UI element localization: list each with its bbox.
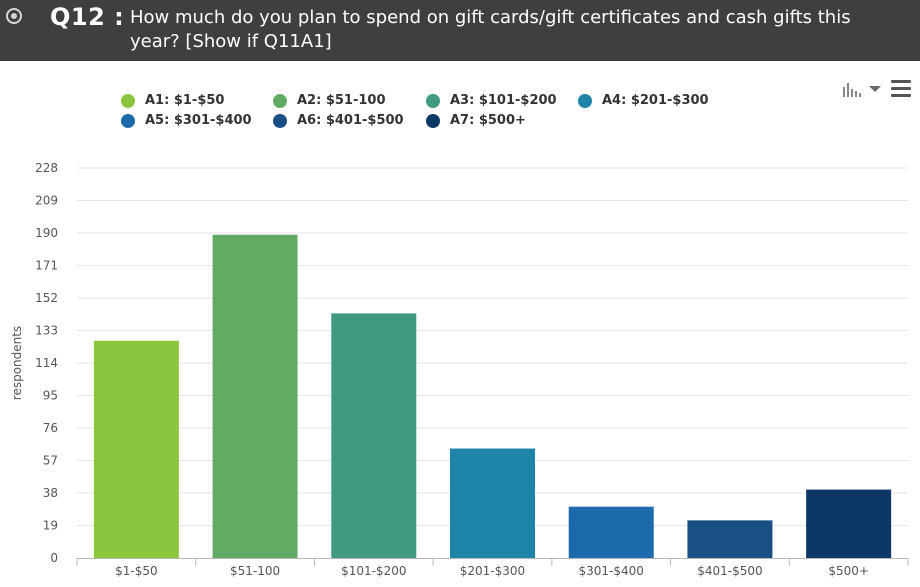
bar (331, 313, 417, 558)
legend-marker (426, 94, 440, 108)
bar (687, 520, 773, 558)
legend-label: A4: $201-$300 (602, 93, 709, 108)
question-header: Q12 : How much do you plan to spend on g… (0, 0, 920, 61)
y-tick-label: 57 (43, 454, 58, 468)
x-tick-label: $1-$50 (115, 564, 158, 578)
legend-label: A5: $301-$400 (145, 113, 252, 128)
legend-marker (121, 114, 135, 128)
y-tick-label: 133 (35, 324, 58, 338)
x-tick-label: $51-100 (230, 564, 280, 578)
y-tick-label: 38 (43, 486, 58, 500)
y-tick-label: 190 (35, 226, 58, 240)
bar (806, 489, 892, 558)
x-tick-label: $201-$300 (460, 564, 525, 578)
y-tick-label: 0 (50, 551, 58, 565)
radio-button-icon[interactable] (6, 8, 22, 24)
question-text: How much do you plan to spend on gift ca… (130, 7, 851, 52)
y-tick-label: 95 (43, 389, 58, 403)
bar (212, 234, 298, 559)
y-axis-label: respondents (10, 326, 24, 400)
x-tick-label: $500+ (828, 564, 869, 578)
bar (568, 506, 654, 558)
y-tick-label: 19 (43, 519, 58, 533)
legend-marker (273, 114, 287, 128)
y-tick-label: 152 (35, 291, 58, 305)
y-tick-label: 171 (35, 259, 58, 273)
legend-marker (578, 94, 592, 108)
bar (450, 448, 535, 558)
legend-marker (121, 94, 135, 108)
bar-chart-icon[interactable] (842, 81, 862, 97)
legend-marker (273, 94, 287, 108)
legend-label: A1: $1-$50 (145, 93, 225, 108)
y-tick-label: 228 (35, 161, 58, 175)
x-tick-label: $101-$200 (341, 564, 406, 578)
legend-label: A6: $401-$500 (297, 113, 404, 128)
question-number: Q12 : (50, 3, 125, 31)
legend-marker (426, 114, 440, 128)
legend-label: A3: $101-$200 (450, 93, 557, 108)
bar (93, 340, 179, 558)
x-tick-label: $401-$500 (697, 564, 762, 578)
y-tick-label: 76 (43, 421, 58, 435)
legend-label: A2: $51-100 (297, 93, 386, 108)
menu-icon[interactable] (891, 80, 911, 97)
chevron-down-icon[interactable] (869, 86, 881, 92)
y-tick-label: 114 (35, 356, 58, 370)
legend-label: A7: $500+ (450, 113, 526, 128)
y-tick-label: 209 (35, 194, 58, 208)
x-tick-label: $301-$400 (579, 564, 644, 578)
